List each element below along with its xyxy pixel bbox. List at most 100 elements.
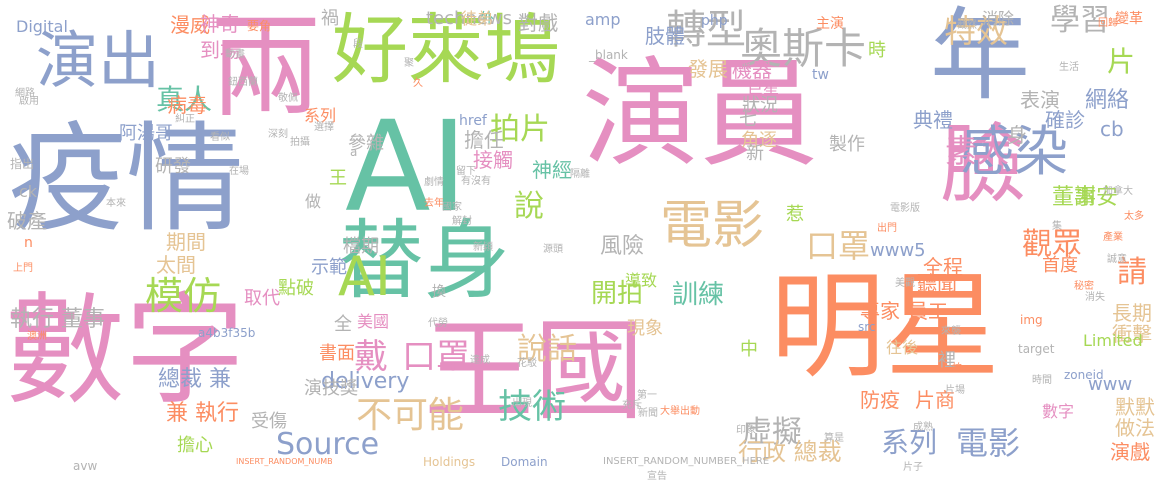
cloud-word: 學習 [1050,3,1110,38]
cloud-word: 數字 [5,282,245,421]
cloud-word: 兩 [210,3,322,133]
cloud-word: 系列 [304,106,337,125]
cloud-word: 太多 [1124,211,1144,222]
cloud-word: 澳洲 [27,331,47,342]
cloud-word: 取代 [244,288,280,309]
cloud-word: zoneid [1064,368,1104,382]
cloud-word: Holdings [423,455,476,469]
cloud-word: 機器 [732,58,772,82]
cloud-word: 要角 [247,19,272,33]
cloud-word: 新穎 [473,242,493,253]
cloud-word: 模仿 [145,274,222,318]
cloud-word: 出現 [512,398,532,409]
cloud-word: php [701,13,728,29]
cloud-word: 特效 [944,12,1009,50]
cloud-word: 訓練 [672,280,725,310]
cloud-word: 兼 執行 [166,401,239,426]
cloud-word: 演技獎 [304,378,358,399]
cloud-word: 選擇 [314,122,334,133]
cloud-word: www5 [870,240,926,261]
cloud-word: 默默 [1115,395,1155,419]
cloud-word: 不可能 [356,395,465,436]
cloud-word: src [858,320,876,334]
cloud-word: 電影 [660,196,765,256]
cloud-word: 回歸 [1098,18,1118,29]
cloud-word: 身 [1007,123,1027,147]
cloud-word: AI [345,95,468,240]
cloud-word: amp [585,10,621,29]
cloud-word: 神奇 [200,12,240,36]
cloud-word: 新 [746,143,764,164]
cloud-word: 成熟 [913,422,933,433]
cloud-word: 受傷 [251,411,287,432]
cloud-word: 指出 [10,157,35,171]
cloud-word: 專家 [860,299,900,323]
cloud-word: 疫情 [8,110,245,248]
cloud-word: 生活 [1059,62,1079,73]
cloud-word: 拍攝 [290,137,310,148]
cloud-word: 阿湯哥 [119,123,173,144]
cloud-word: 擔任 [464,128,504,152]
cloud-word: 替身 [338,211,510,311]
cloud-word: 達成 [470,355,490,366]
cloud-word: ck [19,182,38,201]
cloud-word: 鈕西蘭 [228,77,258,88]
cloud-word: 聚 [404,58,414,69]
cloud-word: 本來 [106,198,126,209]
cloud-word: 片 [1107,45,1136,78]
cloud-word: 糾正 [175,114,195,125]
cloud-word: 中 [740,339,758,360]
cloud-word: 代勞 [428,318,448,329]
cloud-word: 擔心 [177,435,213,456]
cloud-word: 檔期 [343,236,379,257]
cloud-word: 變革 [1115,11,1143,27]
cloud-word: 美觀 [895,278,915,289]
cloud-word: cb [1100,117,1124,141]
cloud-word: 演戲 [1110,440,1150,464]
cloud-word: www [1088,374,1133,395]
cloud-word: a [350,145,358,159]
cloud-word: 明星 [770,260,1001,394]
cloud-word: 時間 [1032,375,1052,386]
cloud-word: Limited [1083,331,1143,350]
cloud-word: 書面 [319,343,355,364]
cloud-word: Domain [501,455,548,469]
cloud-word: 久 [413,78,423,89]
cloud-word: 劇情 [424,177,444,188]
cloud-word: 確診 [1045,108,1085,132]
cloud-word: target [1018,342,1055,356]
cloud-word: 角逐 [741,130,777,151]
cloud-word: 請 [1117,255,1147,290]
cloud-word: 片場 [945,385,965,396]
cloud-word: 電影版 [890,203,920,214]
cloud-word: 太間 [156,253,196,277]
cloud-word: 轉型 [666,7,746,53]
cloud-word: 印象 [736,425,756,436]
cloud-word: 員工 [908,299,948,323]
cloud-word: 誠意 [1107,254,1127,265]
cloud-word: 臉 [940,115,1026,215]
cloud-word: 執行 董事 [10,307,105,332]
cloud-word: 系列 [881,426,938,459]
cloud-word: 片商 [915,388,955,412]
cloud-word: 啟用 [19,96,39,107]
cloud-word: 消除 [982,9,1015,28]
cloud-word: 做法 [1115,416,1155,440]
cloud-word: 去年 [424,198,444,209]
cloud-word: 到場 [200,38,240,62]
cloud-word: delivery [321,369,410,394]
cloud-word: 充斥 [622,400,642,411]
cloud-word: 解封 [452,216,472,227]
cloud-word: 算是 [824,433,844,444]
cloud-word: 肢體 [645,24,685,48]
cloud-word: 有沒有 [461,176,491,187]
cloud-word: 說話 [517,332,577,367]
cloud-word: 主演 [816,16,844,32]
cloud-word: 電影 [956,424,1021,462]
cloud-word: 示範 [311,257,347,278]
cloud-word: 網路 [15,88,35,99]
cloud-word: 奧斯卡 [740,24,867,73]
cloud-word: 總裁 兼 [158,367,231,392]
cloud-word: 虛擬 [742,415,802,450]
cloud-word: 參雜 [348,133,384,154]
